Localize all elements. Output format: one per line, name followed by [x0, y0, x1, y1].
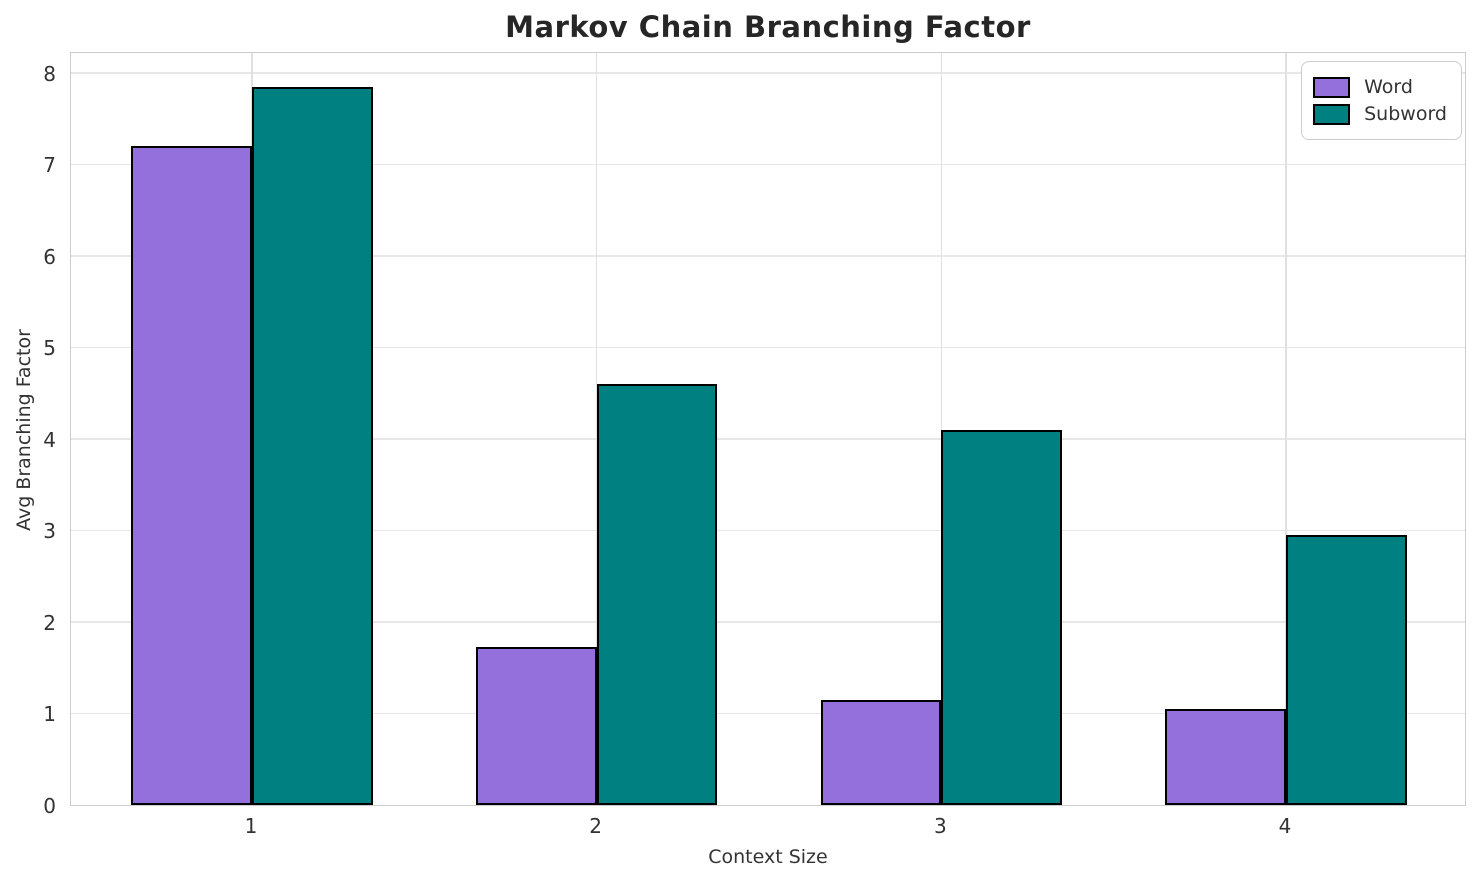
bar-word-1	[131, 146, 252, 805]
legend-swatch-subword	[1313, 103, 1351, 125]
chart-title: Markov Chain Branching Factor	[505, 10, 1031, 44]
bar-word-4	[1165, 708, 1287, 805]
gridline-y-1	[71, 712, 1465, 715]
legend-swatch-word	[1313, 76, 1351, 98]
x-tick-2: 2	[589, 814, 602, 838]
y-tick-4: 4	[43, 427, 56, 452]
bar-subword-2	[596, 384, 718, 805]
bar-subword-3	[941, 429, 1062, 805]
y-tick-2: 2	[43, 610, 56, 635]
gridline-y-7	[71, 163, 1465, 166]
legend-label-word: Word	[1364, 76, 1413, 98]
y-tick-8: 8	[43, 61, 56, 86]
x-tick-1: 1	[244, 814, 258, 838]
gridline-y-8	[71, 72, 1465, 74]
bar-word-3	[820, 699, 942, 805]
legend-label-subword: Subword	[1364, 103, 1447, 125]
y-tick-7: 7	[43, 153, 56, 178]
gridline-y-6	[71, 255, 1465, 257]
gridline-x-4	[1285, 53, 1287, 805]
y-tick-6: 6	[43, 244, 56, 269]
gridline-x-3	[940, 53, 943, 805]
gridline-y-5	[71, 346, 1465, 349]
y-tick-0: 0	[43, 794, 56, 818]
bar-subword-1	[251, 86, 373, 805]
bar-word-2	[476, 646, 597, 805]
y-tick-5: 5	[43, 336, 56, 361]
gridline-y-4	[71, 438, 1465, 440]
y-tick-1: 1	[43, 702, 56, 727]
gridline-y-2	[71, 621, 1465, 623]
legend-item-word: Word	[1313, 76, 1447, 98]
bar-subword-4	[1286, 535, 1407, 805]
gridline-y-3	[71, 529, 1465, 532]
x-axis-label: Context Size	[708, 846, 828, 868]
x-tick-4: 4	[1278, 814, 1292, 838]
legend: Word Subword	[1301, 61, 1462, 140]
legend-item-subword: Subword	[1313, 103, 1447, 125]
y-tick-3: 3	[43, 519, 56, 544]
plot-area	[70, 52, 1466, 806]
x-tick-3: 3	[933, 814, 947, 838]
